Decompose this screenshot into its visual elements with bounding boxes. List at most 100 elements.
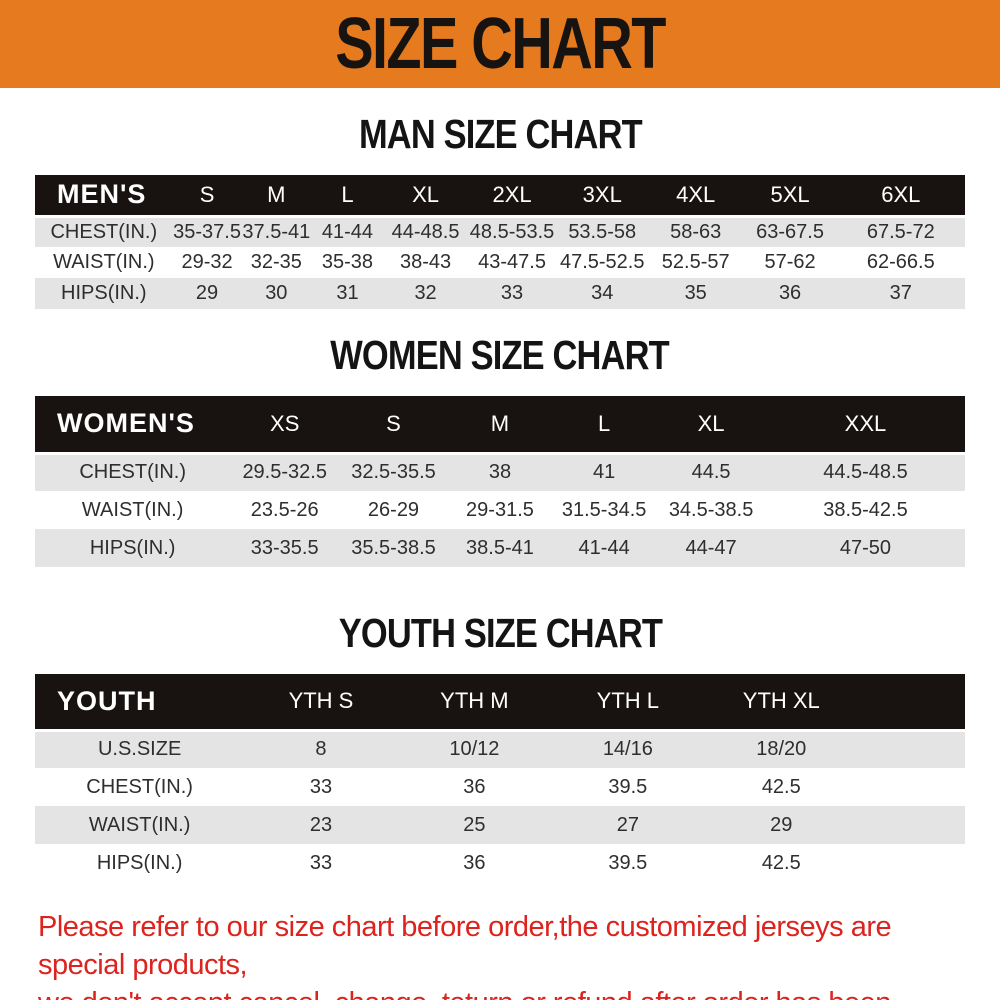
size-value-cell: 47-50 [839,536,892,559]
size-value-cell: 37 [889,282,912,304]
women-size-chart-section: WOMEN SIZE CHART WOMEN'S XS S M L XL XXL CHEST… [0,333,1000,567]
men-col-header-6xl: 6XL [836,175,965,218]
size-value-cell: 52.5-57 [661,251,730,273]
size-value-cell: 48.5-53.5 [469,220,555,243]
size-value-cell: 38-43 [399,251,452,273]
size-value-cell: 23 [309,813,333,836]
women-col-header-xs: XS [230,396,340,455]
size-value-cell: 44.5-48.5 [823,461,908,484]
size-value-cell: 36 [463,851,486,874]
size-value-cell: 27 [616,813,639,836]
size-value-cell: 32.5-35.5 [351,461,436,484]
size-value-cell: 34.5-38.5 [668,498,754,521]
header-filler-cell [858,674,965,732]
size-value-cell: 29-32 [181,251,233,273]
women-row-waist-in: WAIST(IN.) 23.5-26 26-29 29-31.5 31.5-34.5 34… [35,491,965,529]
size-value-cell: 62-66.5 [866,251,935,273]
size-value-cell: 42.5 [761,851,801,874]
size-value-cell: 41 [593,461,616,484]
size-value-cell: 36 [778,282,802,304]
size-value-cell: 31.5-34.5 [561,498,647,521]
men-col-header-4xl: 4XL [647,175,744,218]
size-value-cell: 10/12 [449,738,500,761]
men-row-chest-in: CHEST(IN.) 35-37.5 37.5-41 41-44 44-48.5 48.5… [35,216,965,247]
women-table-title: WOMEN'S [35,396,231,455]
size-value-cell: 14/16 [602,738,653,761]
size-value-cell: 23.5-26 [250,498,319,521]
size-value-cell: 29.5-32.5 [242,461,327,484]
size-value-cell: 33 [309,851,333,874]
size-chart-banner: SIZE CHART [0,0,1000,88]
youth-col-header-yth-xl: YTH XL [704,674,858,732]
size-value-cell: 53.5-58 [568,220,637,243]
size-value-cell: 63-67.5 [756,220,824,243]
row-filler-cell [858,844,965,882]
row-label: U.S.SIZE [97,738,182,761]
youth-chart-heading: YOUTH SIZE CHART [0,611,1000,655]
size-value-cell: 30 [265,282,288,304]
row-label: CHEST(IN.) [50,220,158,243]
size-value-cell: 47.5-52.5 [559,251,645,273]
youth-table-title: YOUTH [35,674,245,732]
men-col-header-xl: XL [383,175,468,218]
size-value-cell: 33 [309,775,333,798]
size-value-cell: 44-48.5 [391,220,460,243]
women-size-table: WOMEN'S XS S M L XL XXL CHEST(IN.) 29.5-32.5 32.… [35,396,965,567]
men-row-hips-in: HIPS(IN.) 29 30 31 32 33 34 35 36 37 [35,278,965,309]
size-value-cell: 38.5-41 [466,536,534,559]
men-col-header-5xl: 5XL [743,175,837,218]
row-label: HIPS(IN.) [96,851,183,874]
youth-col-header-yth-s: YTH S [244,674,398,732]
size-value-cell: 32-35 [250,251,302,273]
size-value-cell: 8 [315,738,327,761]
women-col-header-xxl: XXL [765,396,965,455]
youth-col-header-yth-m: YTH M [397,674,552,732]
size-value-cell: 38 [488,461,512,484]
size-value-cell: 33 [500,282,524,304]
men-chart-heading-text: MAN SIZE CHART [358,111,643,157]
row-label: WAIST(IN.) [53,251,155,273]
row-filler-cell [858,806,965,844]
youth-size-table: YOUTH YTH S YTH M YTH L YTH XL U.S.SIZE 8 10/1… [35,674,965,882]
size-value-cell: 38.5-42.5 [823,498,908,521]
women-col-header-xl: XL [656,396,766,455]
size-value-cell: 43-47.5 [478,251,546,273]
row-label: HIPS(IN.) [61,282,147,304]
men-size-chart-section: MAN SIZE CHART MEN'S S M L XL 2XL 3XL 4XL 5XL 6XL… [0,112,1000,309]
size-value-cell: 44.5 [691,461,731,484]
men-chart-heading: MAN SIZE CHART [0,112,1000,156]
size-value-cell: 57-62 [764,251,816,273]
youth-row-chest-in: CHEST(IN.) 33 36 39.5 42.5 [35,768,965,806]
row-label: WAIST(IN.) [81,498,184,521]
size-value-cell: 36 [463,775,486,798]
size-value-cell: 25 [463,813,486,836]
men-row-waist-in: WAIST(IN.) 29-32 32-35 35-38 38-43 43-47.5 47.… [35,247,965,278]
size-value-cell: 39.5 [608,851,648,874]
notice-line-1: Please refer to our size chart before or… [38,911,892,981]
men-col-header-m: M [241,175,312,218]
size-value-cell: 67.5-72 [866,220,935,243]
size-value-cell: 33-35.5 [250,536,319,559]
size-value-cell: 35-38 [321,251,374,273]
size-value-cell: 18/20 [756,738,807,761]
size-value-cell: 29 [195,282,219,304]
women-chart-heading: WOMEN SIZE CHART [0,333,1000,377]
row-filler-cell [858,768,965,806]
men-col-header-2xl: 2XL [467,175,557,218]
size-value-cell: 34 [591,282,614,304]
size-value-cell: 37.5-41 [242,220,311,243]
size-value-cell: 31 [336,282,359,304]
youth-size-chart-section: YOUTH SIZE CHART YOUTH YTH S YTH M YTH L YTH… [0,611,1000,882]
size-value-cell: 42.5 [761,775,801,798]
row-label: CHEST(IN.) [79,461,186,484]
women-col-header-s: S [339,396,448,455]
youth-row-u-s-size: U.S.SIZE 8 10/12 14/16 18/20 [35,730,965,768]
size-value-cell: 41-44 [578,536,630,559]
youth-row-hips-in: HIPS(IN.) 33 36 39.5 42.5 [35,844,965,882]
women-chart-heading-text: WOMEN SIZE CHART [330,332,670,378]
size-value-cell: 41-44 [321,220,374,243]
men-size-table: MEN'S S M L XL 2XL 3XL 4XL 5XL 6XL CHEST(IN.) 35-3… [35,175,965,309]
size-value-cell: 44-47 [685,536,737,559]
order-notice: Please refer to our size chart before or… [38,908,980,1000]
size-value-cell: 26-29 [367,498,420,521]
